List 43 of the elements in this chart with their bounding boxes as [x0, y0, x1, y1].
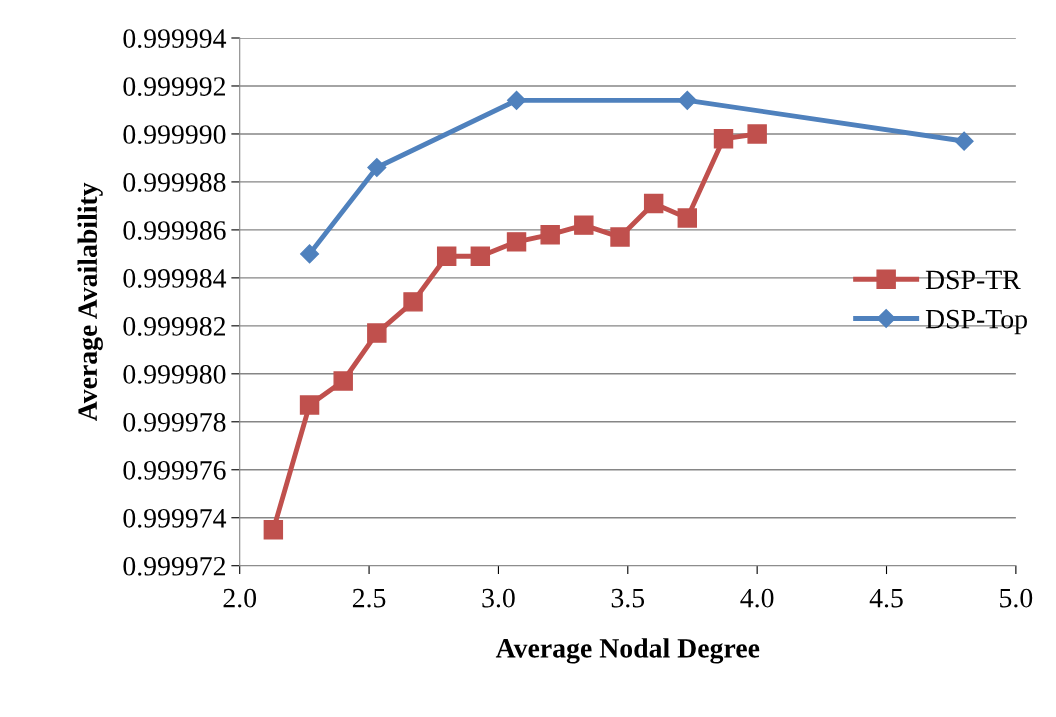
x-tick-label: 2.0	[223, 588, 257, 608]
point	[677, 208, 698, 228]
point	[506, 232, 527, 252]
y-tick-label: 0.999974	[123, 508, 227, 528]
y-tick-label: 0.999980	[123, 364, 226, 384]
point	[263, 520, 284, 540]
legend-label: DSP-TR	[925, 270, 1021, 290]
point	[610, 227, 630, 247]
point	[954, 131, 974, 151]
point	[436, 246, 457, 267]
point	[677, 90, 697, 110]
point	[643, 193, 664, 214]
y-tick-label: 0.999984	[123, 269, 227, 288]
point	[300, 244, 320, 264]
y-axis-title: Average Availability	[77, 182, 103, 422]
y-tick-label: 0.999982	[123, 317, 225, 336]
x-tick-label: 3.5	[611, 588, 645, 608]
y-tick-label: 0.999978	[123, 412, 226, 432]
point	[367, 157, 387, 178]
x-tick-label: 4.0	[740, 588, 774, 608]
x-tick-label: 2.5	[352, 588, 386, 608]
point	[574, 215, 594, 235]
point	[713, 129, 734, 149]
x-tick-label: 4.5	[869, 588, 903, 608]
y-tick-label: 0.999986	[123, 221, 226, 240]
y-tick-label: 0.999994	[123, 29, 227, 49]
x-axis-title: Average Nodal Degree	[495, 638, 760, 664]
point	[470, 246, 491, 267]
point	[299, 395, 320, 415]
y-tick-label: 0.999972	[123, 556, 225, 576]
point	[403, 292, 423, 312]
y-tick-label: 0.999976	[123, 460, 226, 480]
point	[747, 124, 767, 144]
legend-label: DSP-Top	[925, 309, 1027, 335]
x-tick-label: 3.0	[482, 588, 515, 608]
point	[367, 323, 387, 343]
y-tick-label: 0.999988	[123, 173, 226, 192]
y-tick-label: 0.999990	[123, 125, 226, 144]
point	[540, 224, 560, 245]
point	[333, 371, 353, 391]
point	[507, 90, 527, 110]
x-tick-label: 5.0	[1000, 588, 1033, 608]
y-tick-label: 0.999992	[123, 77, 225, 97]
